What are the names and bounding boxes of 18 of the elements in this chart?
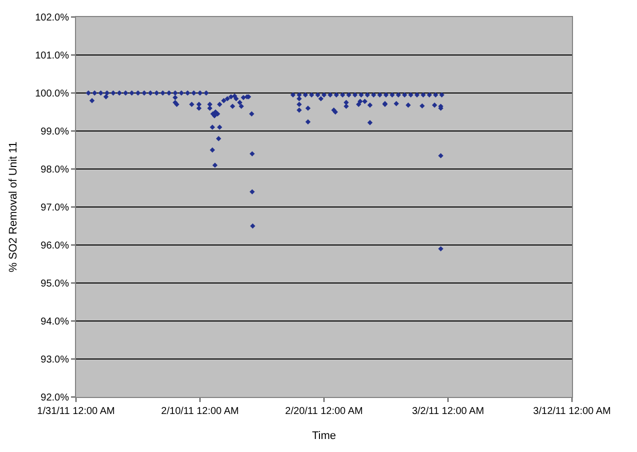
y-tick-label: 99.0% (40, 126, 70, 138)
x-tick-label: 2/10/11 12:00 AM (161, 406, 239, 417)
y-tick-label: 98.0% (40, 164, 70, 176)
y-tick-label: 101.0% (35, 50, 70, 62)
x-tick-label: 3/12/11 12:00 AM (533, 406, 611, 417)
x-axis-title: Time (312, 430, 336, 442)
y-axis-title: % SO2 Removal of Unit 11 (8, 142, 20, 272)
y-tick-label: 92.0% (40, 392, 70, 404)
y-tick-label: 96.0% (40, 240, 70, 252)
y-tick-label: 94.0% (40, 316, 70, 328)
x-tick-label: 1/31/11 12:00 AM (37, 406, 115, 417)
y-tick-label: 95.0% (40, 278, 70, 290)
y-tick-label: 100.0% (35, 88, 70, 100)
y-tick-label: 93.0% (40, 354, 70, 366)
y-tick-label: 97.0% (40, 202, 70, 214)
x-tick-label: 2/20/11 12:00 AM (285, 406, 363, 417)
x-tick-label: 3/2/11 12:00 AM (412, 406, 484, 417)
y-tick-label: 102.0% (35, 12, 70, 24)
